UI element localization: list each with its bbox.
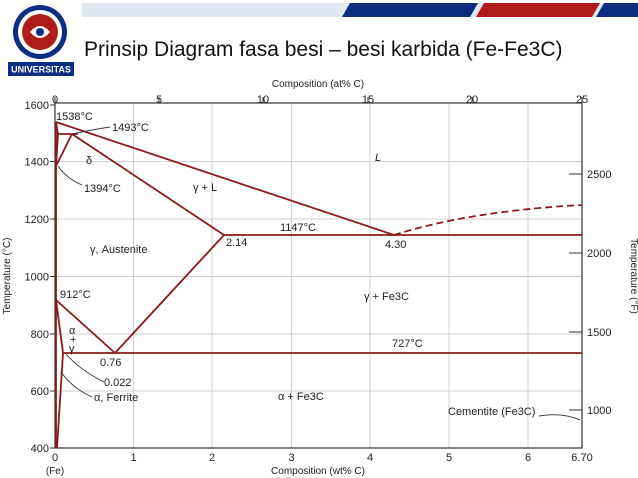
left-axis-label: Temperature (°C) [2,238,13,315]
header-decoration [82,3,638,17]
top-tick-label: 10 [257,94,269,106]
header-stripe-blue [342,3,478,17]
region-alpha-fe3c: α + Fe3C [278,391,324,403]
temp-912: 912°C [60,289,91,301]
comp-0-022: 0.022 [104,377,132,389]
left-tick-label: 1400 [25,157,49,169]
left-tick-label: 1000 [25,272,49,284]
region-delta: δ [86,155,92,167]
right-axis-label: Temperature (°F) [628,238,638,314]
temp-1394: 1394°C [84,183,121,195]
bottom-sublabel: (Fe) [46,466,64,477]
phase-boundaries [55,121,583,449]
region-austenite: γ, Austenite [90,244,147,256]
region-alpha-gamma-1: α [69,325,76,337]
slide-title: Prinsip Diagram fasa besi – besi karbida… [84,38,563,61]
logo-text: UNIVERSITAS [11,65,71,75]
right-tick-label: 1000 [587,405,611,417]
top-tick-label: 0 [52,94,58,106]
temp-1538: 1538°C [56,111,93,123]
comp-2-14: 2.14 [226,237,247,249]
region-alpha-gamma-3: γ [69,343,75,355]
right-tick-label: 2500 [587,169,611,181]
bottom-tick-label: 4 [367,452,373,464]
delta-boundary-c [55,133,73,167]
temp-1493: 1493°C [112,122,149,134]
header-stripe-red [476,3,600,17]
liquidus-hypereutectic [393,204,583,236]
plot-frame [54,102,583,449]
bottom-tick-label: 5 [446,452,452,464]
region-alpha-gamma-2: + [70,334,76,346]
bottom-tick-label: 6.70 [571,452,592,464]
acm-line [114,234,225,354]
left-tick-label: 400 [31,443,49,455]
plot-grid [55,103,582,448]
bottom-tick-label: 6 [525,452,531,464]
header-stripe-blue-end [596,3,638,17]
top-tick-label: 20 [466,94,478,106]
comp-4-30: 4.30 [385,239,406,251]
region-cementite: Cementite (Fe3C) [448,406,535,418]
comp-0-76: 0.76 [100,357,121,369]
top-tick-label: 5 [156,94,162,106]
bottom-tick-label: 0 [52,452,58,464]
a3-line [55,299,116,354]
top-tick-label: 25 [576,94,588,106]
bottom-axis-label: Composition (wt% C) [271,466,365,477]
region-gamma-liquid: γ + L [193,182,217,194]
temp-727: 727°C [392,338,423,350]
temp-1147: 1147°C [280,222,316,234]
university-logo: UNIVERSITAS [6,2,78,78]
region-gamma-fe3c: γ + Fe3C [364,291,409,303]
bottom-tick-label: 3 [288,452,294,464]
bottom-tick-label: 2 [209,452,215,464]
region-ferrite: α, Ferrite [94,392,138,404]
top-tick-label: 15 [362,94,374,106]
right-tick-label: 2000 [587,248,611,260]
left-tick-label: 1200 [25,214,49,226]
left-tick-label: 600 [31,386,49,398]
top-axis [54,97,583,103]
right-tick-label: 1500 [587,327,611,339]
right-axis-ticks [569,173,582,411]
top-axis-label: Composition (at% C) [272,79,364,90]
alpha-gamma-boundary [55,299,64,354]
region-liquid: L [375,152,381,164]
solidus-line [71,133,225,236]
slide-header: UNIVERSITAS Prinsip Diagram fasa besi – … [0,0,638,86]
liquidus-line [55,121,395,236]
left-tick-label: 1600 [25,100,49,112]
left-axis-ticks [50,104,55,449]
solvus-line [56,352,64,449]
left-tick-label: 800 [31,329,49,341]
annotation-pointers [57,126,581,421]
bottom-tick-label: 1 [130,452,136,464]
